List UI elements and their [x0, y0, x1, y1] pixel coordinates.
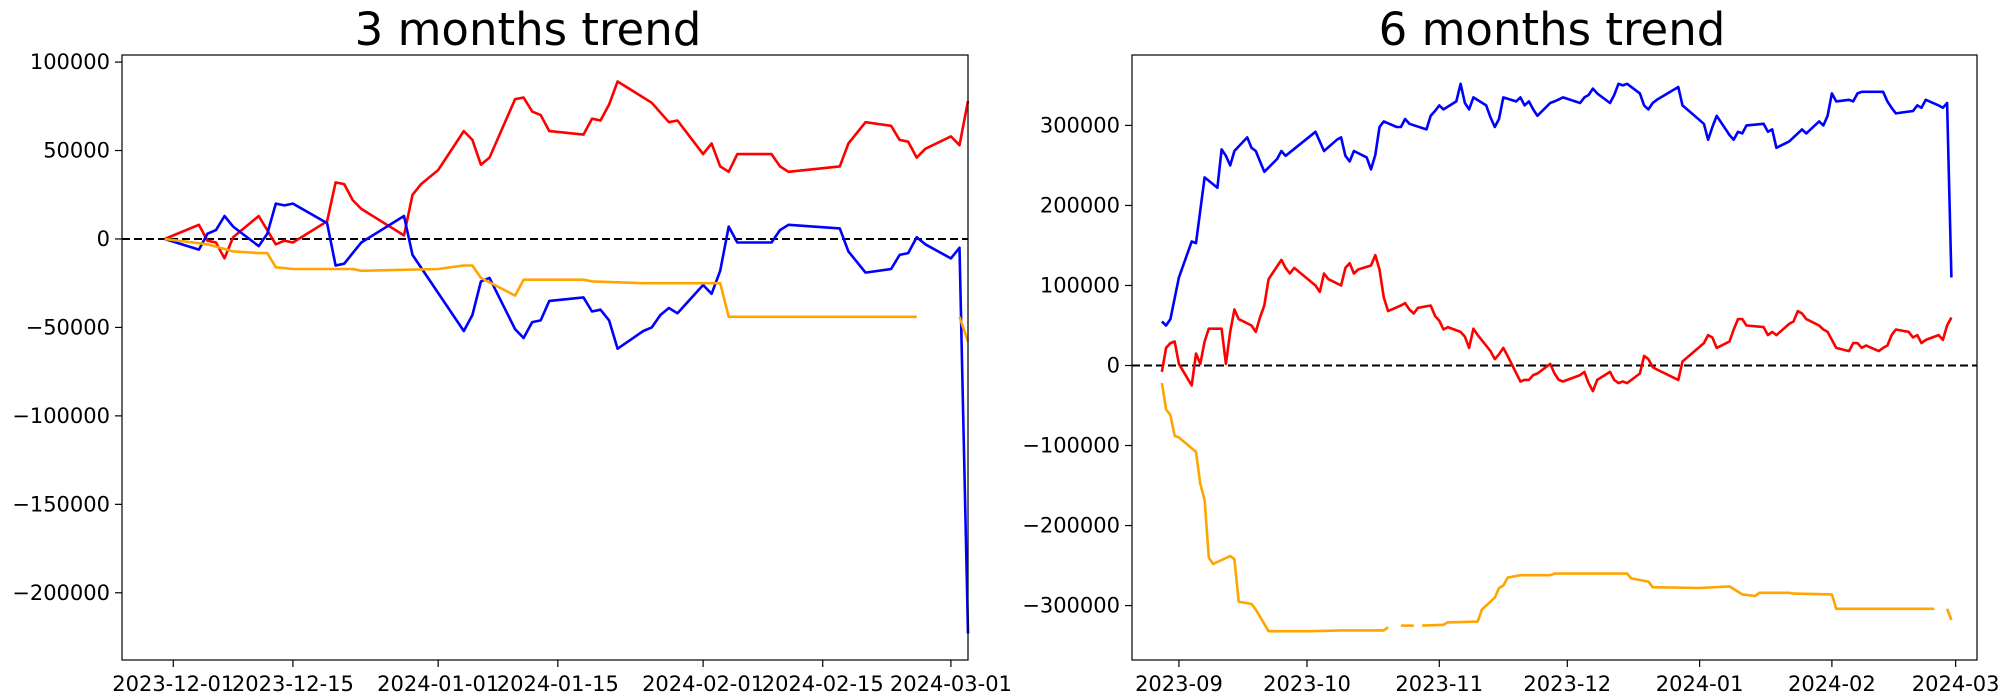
x-tick-label: 2024-03-01 [890, 672, 1012, 696]
series-line-3 [1422, 572, 1935, 627]
series-line-2 [164, 202, 970, 634]
series-line-1 [164, 80, 970, 260]
x-tick-label: 2023-12 [1523, 672, 1611, 696]
x-tick-label: 2024-01-01 [377, 672, 499, 696]
y-tick-label: −150000 [12, 492, 110, 516]
plot-frame [121, 54, 969, 661]
series-line-3 [164, 237, 917, 319]
y-tick-label: −200000 [12, 581, 110, 605]
x-tick-label: 2023-09 [1135, 672, 1223, 696]
series-line-3 [1945, 608, 1953, 621]
x-tick-label: 2024-02-15 [762, 672, 884, 696]
x-tick-label: 2024-02-01 [642, 672, 764, 696]
y-tick-label: 300000 [1040, 113, 1120, 137]
y-tick-label: 200000 [1040, 193, 1120, 217]
x-tick-label: 2023-12-01 [112, 672, 234, 696]
x-tick-label: 2024-02 [1788, 672, 1876, 696]
y-tick-label: 0 [97, 227, 110, 251]
series-group [164, 80, 970, 634]
y-tick-label: −200000 [1022, 514, 1120, 538]
x-tick-label: 2024-01-15 [497, 672, 619, 696]
x-tick-label: 2024-03 [1912, 672, 2000, 696]
y-axis: 100000 50000 0 −50000 −100000 −150000 −200000 [12, 50, 122, 605]
y-tick-label: −300000 [1022, 594, 1120, 618]
chart-title: 3 months trend [355, 3, 702, 56]
y-tick-label: 100000 [30, 50, 110, 74]
chart-6-months: 6 months trend 300000 200000 100000 0 −10000… [1022, 3, 1999, 696]
y-tick-label: −100000 [1022, 434, 1120, 458]
x-tick-label: 2023-10 [1263, 672, 1351, 696]
y-tick-label: 100000 [1040, 273, 1120, 297]
x-tick-label: 2023-12-15 [232, 672, 354, 696]
plot-frame [1131, 54, 1978, 661]
x-tick-label: 2024-01 [1656, 672, 1744, 696]
chart-title: 6 months trend [1379, 3, 1726, 56]
series-line-2 [1160, 253, 1953, 393]
y-tick-label: 0 [1107, 354, 1120, 378]
y-axis: 300000 200000 100000 0 −100000 −200000 −300000 [1022, 113, 1132, 618]
series-line-1 [1161, 82, 1953, 327]
series-group [1160, 82, 1953, 633]
y-tick-label: −100000 [12, 404, 110, 428]
x-tick-label: 2023-11 [1395, 672, 1483, 696]
series-line-3 [958, 316, 970, 343]
x-axis: 2023-09 2023-10 2023-11 2023-12 2024-01 2024-… [1135, 660, 2000, 696]
chart-3-months: 3 months trend 100000 50000 0 −50000 −100000… [12, 3, 1012, 696]
y-tick-label: 50000 [43, 139, 110, 163]
y-tick-label: −50000 [26, 315, 110, 339]
series-line-3 [1160, 382, 1389, 633]
